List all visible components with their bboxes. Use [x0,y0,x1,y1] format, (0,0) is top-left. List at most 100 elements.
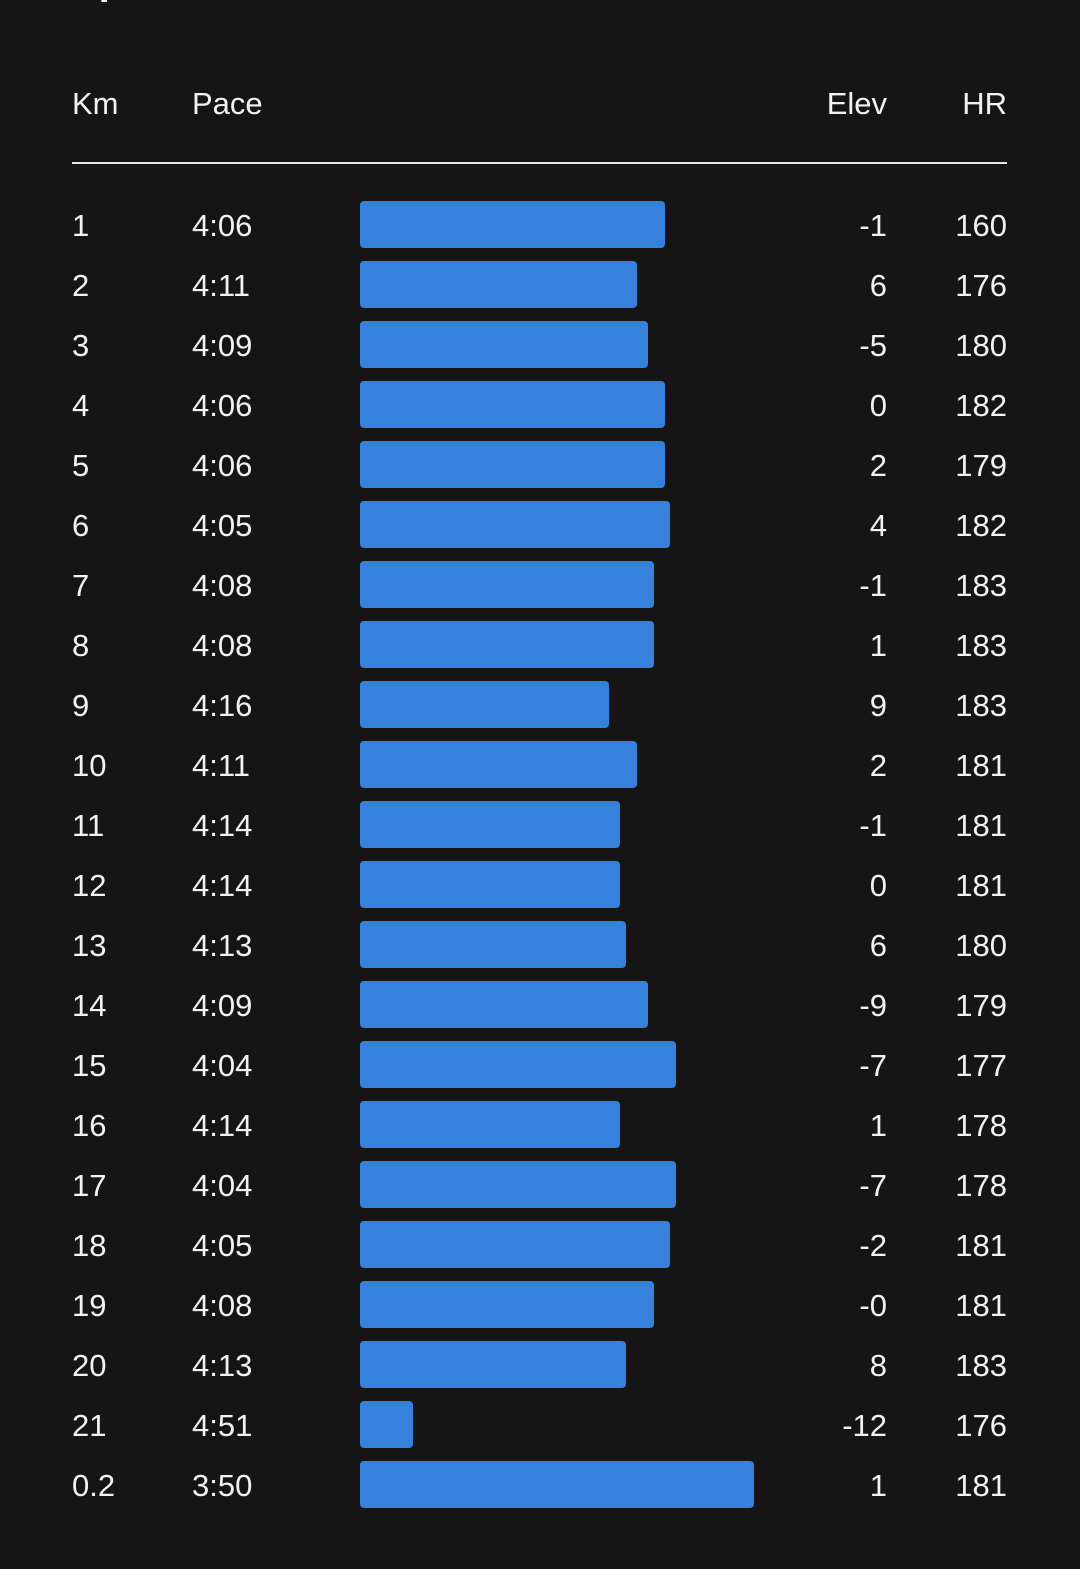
pace-bar [360,861,620,908]
pace-bar [360,321,648,368]
split-hr: 178 [955,1108,1007,1143]
split-hr: 181 [955,748,1007,783]
pace-bar [360,441,665,488]
header-divider [72,162,1007,164]
split-elev: -1 [859,808,887,843]
split-hr: 182 [955,508,1007,543]
split-elev: 4 [869,508,887,543]
split-hr: 183 [955,1348,1007,1383]
split-row: 2 4:11 6 176 [72,256,1007,316]
split-km: 20 [72,1348,107,1383]
split-km: 1 [72,208,90,243]
split-row: 13 4:13 6 180 [72,916,1007,976]
pace-bar [360,1281,654,1328]
split-km: 6 [72,508,90,543]
split-hr: 179 [955,448,1007,483]
pace-bar [360,741,637,788]
split-km: 0.2 [72,1468,116,1503]
split-row: 10 4:11 2 181 [72,736,1007,796]
split-pace: 4:08 [192,628,253,663]
split-pace: 4:51 [192,1408,253,1443]
split-row: 15 4:04 -7 177 [72,1036,1007,1096]
split-row: 3 4:09 -5 180 [72,316,1007,376]
split-pace: 4:14 [192,868,253,903]
splits-header: Km Pace Elev HR [72,84,1007,124]
section-title-fragment: Sp [72,0,124,2]
split-row: 1 4:06 -1 160 [72,196,1007,256]
split-elev: -1 [859,208,887,243]
pace-bar [360,1461,754,1508]
split-pace: 4:04 [192,1168,253,1203]
split-km: 9 [72,688,90,723]
split-hr: 181 [955,808,1007,843]
split-row: 5 4:06 2 179 [72,436,1007,496]
split-pace: 4:06 [192,388,253,423]
split-hr: 176 [955,1408,1007,1443]
split-hr: 183 [955,568,1007,603]
split-elev: 9 [869,688,887,723]
split-elev: 2 [869,448,887,483]
split-km: 3 [72,328,90,363]
split-hr: 182 [955,388,1007,423]
split-elev: -7 [859,1048,887,1083]
split-pace: 4:04 [192,1048,253,1083]
split-km: 5 [72,448,90,483]
split-km: 4 [72,388,90,423]
split-elev: -1 [859,568,887,603]
split-km: 10 [72,748,107,783]
split-hr: 183 [955,688,1007,723]
header-km: Km [72,86,119,121]
split-row: 9 4:16 9 183 [72,676,1007,736]
split-hr: 181 [955,1288,1007,1323]
split-row: 19 4:08 -0 181 [72,1276,1007,1336]
pace-bar [360,621,654,668]
pace-bar [360,381,665,428]
split-pace: 4:13 [192,928,253,963]
split-row: 21 4:51 -12 176 [72,1396,1007,1456]
split-elev: 1 [869,1468,887,1503]
pace-bar [360,1221,670,1268]
pace-bar [360,1101,620,1148]
split-elev: -12 [842,1408,887,1443]
split-row: 7 4:08 -1 183 [72,556,1007,616]
split-hr: 183 [955,628,1007,663]
pace-bar [360,201,665,248]
split-row: 8 4:08 1 183 [72,616,1007,676]
split-row: 18 4:05 -2 181 [72,1216,1007,1276]
split-elev: 1 [869,1108,887,1143]
split-elev: -0 [859,1288,887,1323]
header-hr: HR [962,86,1007,121]
split-pace: 4:14 [192,1108,253,1143]
split-km: 11 [72,808,105,843]
split-pace: 4:11 [192,748,251,783]
header-elev: Elev [826,86,887,121]
split-km: 16 [72,1108,107,1143]
split-elev: 1 [869,628,887,663]
split-km: 13 [72,928,107,963]
split-elev: 6 [869,268,887,303]
split-pace: 4:09 [192,988,253,1023]
split-row: 4 4:06 0 182 [72,376,1007,436]
split-km: 18 [72,1228,107,1263]
split-km: 14 [72,988,107,1023]
split-hr: 178 [955,1168,1007,1203]
pace-bar [360,1341,626,1388]
split-pace: 4:16 [192,688,253,723]
split-elev: 0 [869,388,887,423]
pace-bar [360,1041,676,1088]
pace-bar [360,261,637,308]
split-elev: -5 [859,328,887,363]
split-pace: 3:50 [192,1468,253,1503]
splits-rows: 1 4:06 -1 160 2 4:11 6 176 3 4:09 -5 180 4 4:06 0 182 5 4… [72,196,1007,1516]
split-pace: 4:11 [192,268,251,303]
split-pace: 4:13 [192,1348,253,1383]
split-elev: 0 [869,868,887,903]
split-hr: 179 [955,988,1007,1023]
split-hr: 176 [955,268,1007,303]
split-elev: -7 [859,1168,887,1203]
split-hr: 160 [955,208,1007,243]
pace-bar [360,1161,676,1208]
split-pace: 4:05 [192,1228,253,1263]
split-row: 14 4:09 -9 179 [72,976,1007,1036]
split-elev: -9 [859,988,887,1023]
